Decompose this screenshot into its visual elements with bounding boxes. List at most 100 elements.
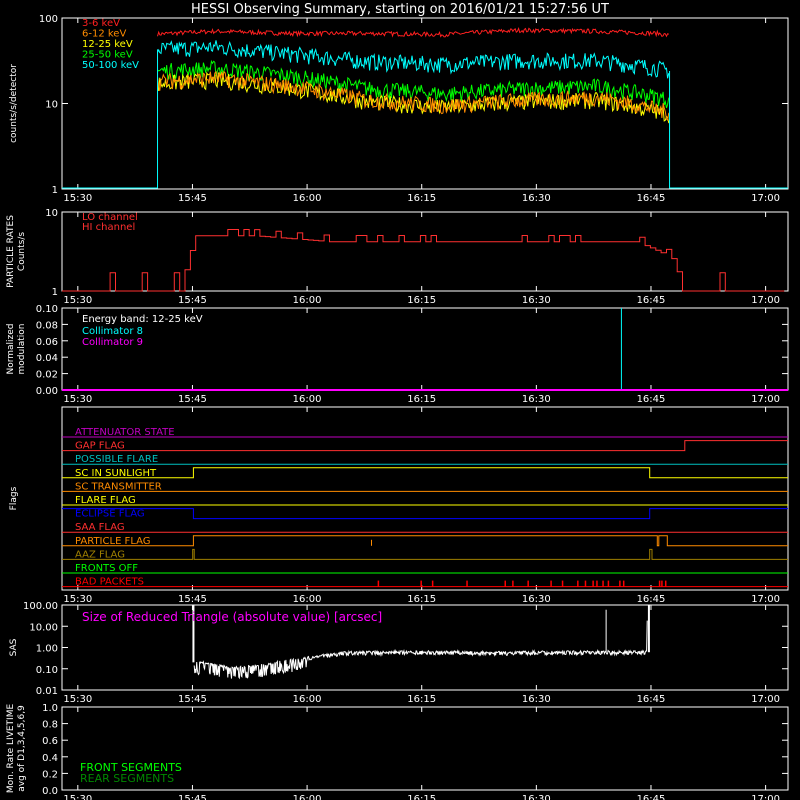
panel-flags: 15:30 15:45 16:00 16:15 16:30 16:45 17:00 Flags… <box>9 406 789 605</box>
flags-frame <box>61 406 789 591</box>
y-tick-label: 100.00 <box>23 601 58 612</box>
time-tick-label: 15:45 <box>178 193 207 204</box>
legend-entry: 25-50 keV <box>82 50 133 61</box>
time-tick-label: 16:30 <box>522 193 551 204</box>
time-tick-label: 17:00 <box>751 594 780 605</box>
y-tick-label: 0.04 <box>36 353 58 364</box>
series-line-50-100-kev <box>157 40 670 79</box>
annotation: Size of Reduced Triangle (absolute value… <box>82 610 382 624</box>
time-tick-label: 15:30 <box>63 193 92 204</box>
legend-entry: REAR SEGMENTS <box>80 772 174 785</box>
time-tick-label: 16:15 <box>407 594 436 605</box>
y-tick-label: 0.06 <box>36 337 58 348</box>
time-tick-label: 16:45 <box>637 794 666 800</box>
flag-label: FLARE FLAG <box>75 495 136 506</box>
y-axis-label: Counts/s <box>17 232 27 271</box>
livetime-frame <box>61 706 789 791</box>
time-tick-label: 16:45 <box>637 295 666 306</box>
y-axis-label: Flags <box>9 486 19 510</box>
time-tick-label: 16:30 <box>522 295 551 306</box>
time-tick-label: 16:15 <box>407 193 436 204</box>
flag-line <box>62 548 788 560</box>
panel-count-rates: 15:30 15:45 16:00 16:15 16:30 16:45 17:00 1 10 10… <box>9 14 789 204</box>
annotation: Energy band: 12-25 keV <box>82 314 203 325</box>
flag-label: ATTENUATOR STATE <box>75 427 175 438</box>
time-tick-label: 15:45 <box>178 794 207 800</box>
legend-entry: LO channel <box>82 212 138 223</box>
flag-label: SC IN SUNLIGHT <box>75 468 157 479</box>
y-tick-label: 0.01 <box>36 686 58 697</box>
series-line-6-12-kev <box>157 70 670 122</box>
flag-line <box>62 508 788 520</box>
time-tick-label: 15:45 <box>178 694 207 705</box>
legend-entry: 50-100 keV <box>82 60 139 71</box>
time-tick-label: 16:00 <box>293 594 322 605</box>
y-tick-label: 10 <box>45 208 58 219</box>
legend-entry: 3-6 keV <box>82 18 120 29</box>
time-tick-label: 16:00 <box>293 694 322 705</box>
time-tick-label: 15:45 <box>178 295 207 306</box>
time-tick-label: 16:45 <box>637 394 666 405</box>
sas-trace <box>193 620 648 680</box>
panel-modulation: 15:30 15:45 16:00 16:15 16:30 16:45 17:00 0.00 0… <box>6 304 789 405</box>
time-tick-label: 16:15 <box>407 295 436 306</box>
y-tick-label: 1 <box>52 287 58 298</box>
time-tick-label: 15:45 <box>178 594 207 605</box>
flag-label: PARTICLE FLAG <box>75 536 151 547</box>
time-tick-label: 17:00 <box>751 295 780 306</box>
time-tick-label: 16:30 <box>522 594 551 605</box>
time-tick-label: 16:45 <box>637 193 666 204</box>
y-tick-label: 0.00 <box>36 386 58 397</box>
flag-label: FRONTS OFF <box>75 563 138 574</box>
time-tick-label: 17:00 <box>751 694 780 705</box>
y-tick-label: 1.0 <box>42 703 58 714</box>
time-tick-label: 17:00 <box>751 394 780 405</box>
panel-sas: 15:30 15:45 16:00 16:15 16:30 16:45 17:00 0.01 0… <box>9 601 789 705</box>
time-tick-label: 15:45 <box>178 394 207 405</box>
time-tick-label: 17:00 <box>751 193 780 204</box>
legend-entry: Collimator 9 <box>82 337 143 348</box>
legend-entry: Collimator 8 <box>82 326 143 337</box>
time-tick-label: 16:30 <box>522 794 551 800</box>
flag-label: AAZ FLAG <box>75 549 125 560</box>
y-tick-label: 0.4 <box>42 753 58 764</box>
y-tick-label: 0.02 <box>36 370 58 381</box>
legend-entry: 12-25 keV <box>82 39 133 50</box>
y-tick-label: 1.00 <box>36 644 58 655</box>
time-tick-label: 16:30 <box>522 394 551 405</box>
y-axis-label: Mon. Rate LIVETIME <box>6 704 16 794</box>
y-tick-label: 10 <box>45 100 58 111</box>
time-tick-label: 15:30 <box>63 794 92 800</box>
y-tick-label: 100 <box>39 14 58 25</box>
y-axis-label: SAS <box>9 638 19 656</box>
y-tick-label: 0.8 <box>42 720 58 731</box>
flag-label: SC TRANSMITTER <box>75 481 162 492</box>
flag-label: BAD PACKETS <box>75 577 144 588</box>
time-tick-label: 16:00 <box>293 295 322 306</box>
series-edge-end <box>669 70 788 189</box>
time-tick-label: 15:30 <box>63 694 92 705</box>
flag-line <box>62 467 788 479</box>
y-tick-label: 0.10 <box>36 665 58 676</box>
time-tick-label: 17:00 <box>751 794 780 800</box>
legend-entry: HI channel <box>82 222 135 233</box>
y-axis-label: counts/s/detector <box>9 64 19 143</box>
y-tick-label: 0.10 <box>36 304 58 315</box>
time-tick-label: 16:15 <box>407 694 436 705</box>
time-tick-label: 15:30 <box>63 594 92 605</box>
flag-label: POSSIBLE FLARE <box>75 454 158 465</box>
y-tick-label: 0.08 <box>36 320 58 331</box>
flag-label: ECLIPSE FLAG <box>75 509 145 520</box>
time-tick-label: 16:15 <box>407 794 436 800</box>
flag-line <box>62 535 788 547</box>
y-axis-label: modulation <box>17 324 27 375</box>
series-line-hi-channel <box>62 229 785 292</box>
time-tick-label: 15:30 <box>63 295 92 306</box>
legend-entry: FRONT SEGMENTS <box>80 761 182 774</box>
time-tick-label: 16:15 <box>407 394 436 405</box>
flag-label: GAP FLAG <box>75 441 125 452</box>
y-tick-label: 10.00 <box>29 622 58 633</box>
time-tick-label: 16:00 <box>293 193 322 204</box>
